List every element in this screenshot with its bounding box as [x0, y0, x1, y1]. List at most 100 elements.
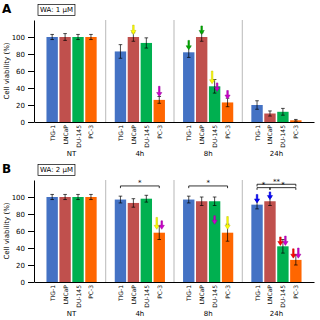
bar-name-label: PC-3: [156, 285, 163, 299]
subtitle-box: WA: 2 μM: [38, 165, 75, 176]
arrow: [199, 26, 204, 35]
error-bar-path: [145, 195, 149, 202]
arrow: [283, 236, 288, 245]
plot-area: [46, 33, 301, 122]
y-tick: 0: [21, 119, 34, 127]
error-bar: [50, 194, 54, 199]
bar: [154, 233, 165, 282]
y-tick-label: 80: [16, 211, 25, 219]
x-axis: [35, 282, 315, 283]
y-tick: 100: [12, 194, 34, 202]
error-bar-path: [294, 119, 298, 121]
error-bar-path: [76, 34, 80, 39]
subtitle: WA: 1 μM: [40, 6, 73, 14]
error-bar: [145, 38, 149, 48]
error-bar-path: [89, 194, 93, 199]
error-bar: [63, 194, 67, 199]
group-divider: [105, 20, 106, 122]
arrow: [157, 86, 162, 96]
series: [59, 33, 275, 122]
bar: [46, 197, 57, 282]
y-tick-label: 20: [16, 262, 25, 270]
error-bar-path: [187, 196, 191, 203]
series: [85, 34, 301, 122]
error-bar-path: [157, 97, 161, 104]
group-label: 8h: [204, 150, 213, 158]
arrow: [254, 194, 259, 203]
y-tick-label: 40: [16, 85, 25, 93]
y-tick: 100: [12, 34, 34, 42]
y-axis-line: [34, 181, 35, 283]
bar-name-label: TIG-1: [254, 285, 261, 302]
bar-name-label: LNCaP: [130, 285, 137, 305]
bar-name-label: PC-3: [224, 125, 231, 139]
error-bar: [157, 226, 161, 240]
bar-name-label: TIG-1: [117, 285, 124, 302]
series: [72, 34, 288, 122]
significance-label: *: [281, 181, 285, 189]
error-bar: [119, 45, 123, 59]
error-bar-path: [76, 194, 80, 199]
subtitle-frame: [38, 5, 75, 16]
x-axis: [35, 122, 315, 123]
bar: [72, 37, 83, 122]
bar: [141, 199, 152, 282]
bar: [85, 197, 96, 282]
y-tick-label: 100: [12, 194, 25, 202]
bar-name-label: PC-3: [87, 125, 94, 139]
error-bar-path: [119, 45, 123, 59]
y-tick-mark: [28, 37, 34, 38]
error-bar: [281, 108, 285, 115]
group-divider: [242, 180, 243, 282]
group-divider: [174, 180, 175, 282]
error-bar-path: [63, 194, 67, 199]
annotations: ******: [120, 178, 300, 258]
error-bar-path: [200, 197, 204, 206]
bar: [264, 201, 275, 282]
y-axis: 020406080100: [12, 181, 35, 287]
bar-name-label: TIG-1: [185, 125, 192, 142]
y-tick: 60: [16, 228, 34, 236]
error-bar: [89, 34, 93, 39]
group-label: 24h: [270, 310, 283, 318]
group-divider: [242, 20, 243, 122]
bar-name-label: DU-145: [143, 285, 150, 308]
bar-name-label: DU-145: [75, 125, 82, 148]
y-axis-line: [34, 21, 35, 123]
bar: [209, 201, 220, 282]
bar-name-label: TIG-1: [185, 285, 192, 302]
y-tick-label: 80: [16, 51, 25, 59]
error-bar: [50, 34, 54, 39]
error-bar: [200, 197, 204, 206]
error-bar: [89, 194, 93, 199]
arrow: [186, 40, 191, 49]
group-label: NT: [67, 150, 77, 158]
arrow: [291, 249, 296, 258]
bar-name-label: LNCaP: [266, 125, 273, 145]
significance-label: *: [206, 179, 210, 187]
significance-label: *: [262, 181, 266, 189]
arrow: [215, 83, 220, 92]
group-divider: [174, 20, 175, 122]
error-bar-path: [281, 108, 285, 115]
y-tick: 40: [16, 245, 34, 253]
arrow: [296, 248, 301, 258]
bar: [251, 205, 262, 282]
y-tick-mark: [28, 54, 34, 55]
significance-label: *: [138, 179, 142, 187]
bar: [115, 51, 126, 122]
group-labels: NT4h8h24h: [67, 150, 283, 158]
bar-name-label: TIG-1: [117, 125, 124, 142]
group-dividers: [106, 20, 243, 122]
group-labels: NT4h8h24h: [67, 310, 283, 318]
bar: [59, 37, 70, 122]
bar-name-label: PC-3: [156, 125, 163, 139]
bar: [46, 37, 57, 122]
chart-svg: 0 20 40 60 80 100 TIG-1 LNCaP DU-145 PC-3 TIG-1 LNC…: [0, 0, 320, 320]
error-bar: [255, 101, 259, 110]
bar-name-label: PC-3: [224, 285, 231, 299]
bar-name-label: PC-3: [292, 125, 299, 139]
bar-name-label: TIG-1: [49, 285, 56, 302]
group-label: 4h: [135, 310, 144, 318]
bar: [115, 200, 126, 282]
